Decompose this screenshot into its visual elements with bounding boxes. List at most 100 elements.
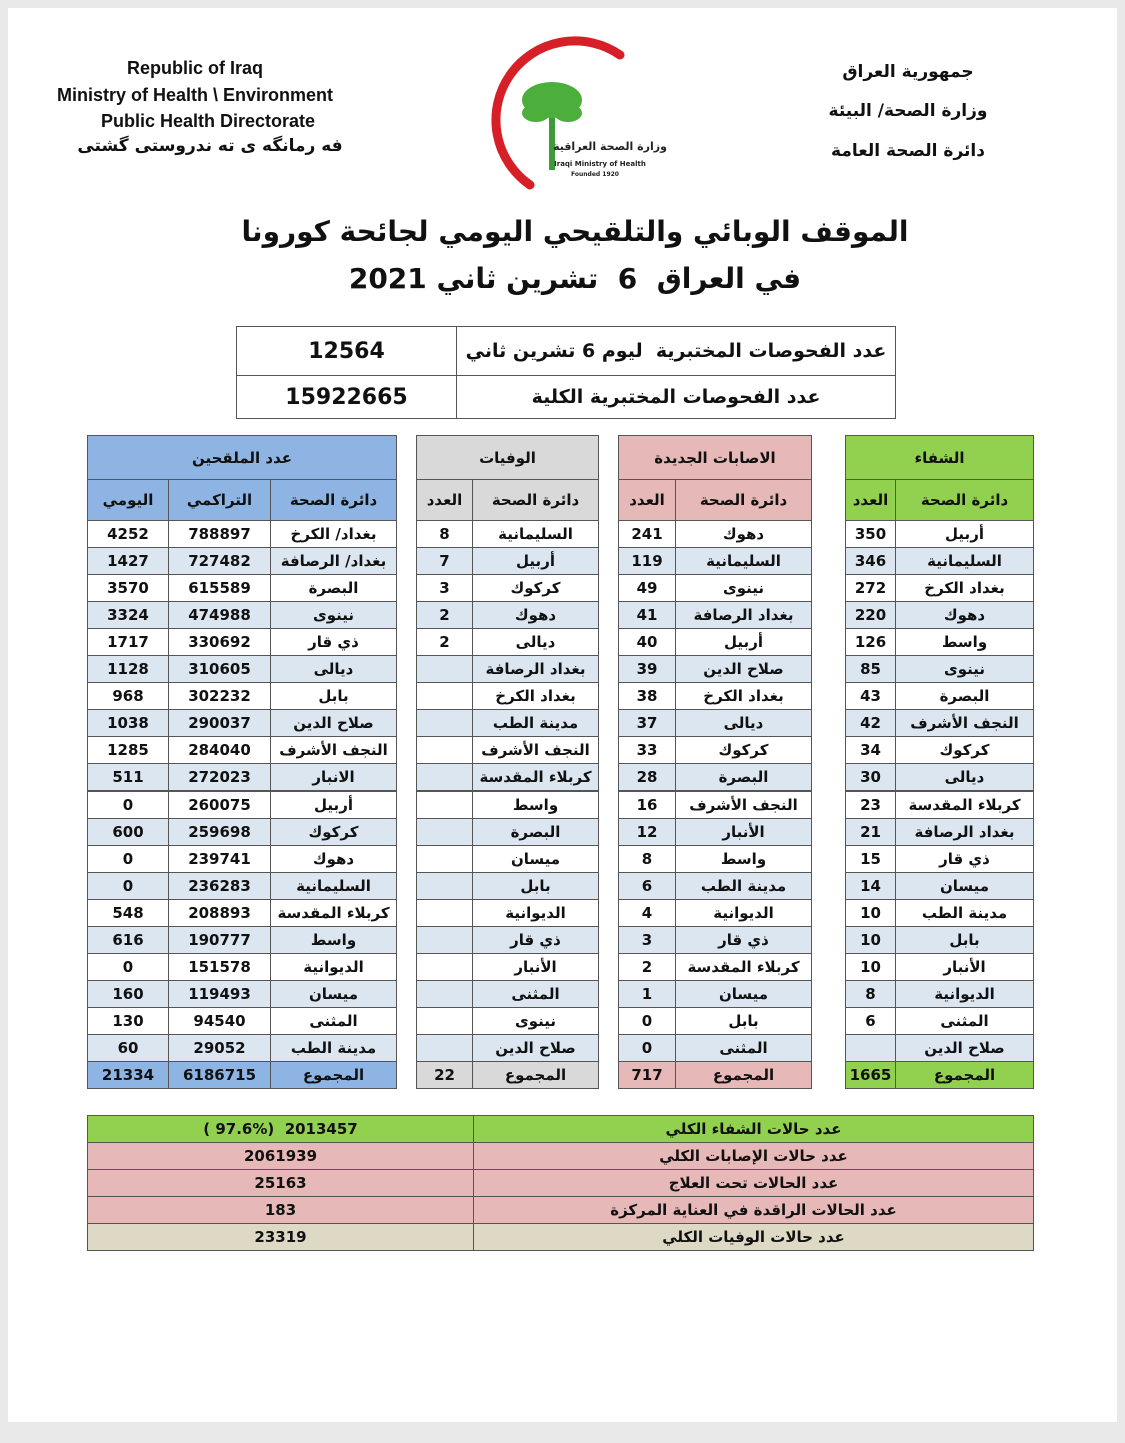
cases-cell: 33 [618,736,676,765]
vaccinated-cell: 119493 [168,979,271,1008]
recovered-cell: 43 [845,682,896,711]
deaths-cell [416,763,473,792]
vaccinated-cell: ميسان [270,979,397,1008]
cases-cell: 3 [618,925,676,954]
header-ar-2: وزارة الصحة/ البيئة [828,101,988,121]
recovered-cell: كربلاء المقدسة [895,790,1034,819]
cases-total: المجموع [675,1061,812,1090]
vaccinated-cell: 259698 [168,817,271,846]
vaccinated-cell: 788897 [168,520,271,549]
summary-label: عدد الحالات تحت العلاج [473,1169,1034,1198]
recovered-total: المجموع [895,1061,1034,1090]
vaccinated-cell: الانبار [270,763,397,792]
cases-cell: 49 [618,574,676,603]
vaccinated-total: 21334 [87,1061,169,1090]
deaths-cell [416,871,473,900]
deaths-header: دائرة الصحة [472,479,599,521]
logo-founded: Founded 1920 [571,171,619,178]
recovered-cell: ديالى [895,763,1034,792]
recovered-cell: 272 [845,574,896,603]
cases-cell: بغداد الكرخ [675,682,812,711]
vaccinated-cell: بغداد/ الكرخ [270,520,397,549]
cases-cell: 37 [618,709,676,738]
cases-cell: ميسان [675,979,812,1008]
deaths-cell: بغداد الكرخ [472,682,599,711]
vaccinated-cell: 0 [87,952,169,981]
recovered-cell: السليمانية [895,547,1034,576]
vaccinated-cell: 4252 [87,520,169,549]
vaccinated-cell: 511 [87,763,169,792]
cases-total: 717 [618,1061,676,1090]
vaccinated-cell: 310605 [168,655,271,684]
summary-value: 2061939 [87,1142,474,1171]
deaths-cell: 8 [416,520,473,549]
summary-value: 25163 [87,1169,474,1198]
vaccinated-cell: 0 [87,790,169,819]
recovered-cell: 21 [845,817,896,846]
header-en-1: Republic of Iraq [126,58,263,78]
cases-cell: 40 [618,628,676,657]
vaccinated-cell: 0 [87,871,169,900]
vaccinated-cell: النجف الأشرف [270,736,397,765]
deaths-cell: واسط [472,790,599,819]
cases-cell: نينوى [675,574,812,603]
cases-header: دائرة الصحة [675,479,812,521]
cases-cell: 119 [618,547,676,576]
recovered-cell: بغداد الكرخ [895,574,1034,603]
cases-cell: ذي قار [675,925,812,954]
title-2: في العراق 6 تشرين ثاني 2021 [348,262,802,295]
vaccinated-cell: بغداد/ الرصافة [270,547,397,576]
cases-cell: 0 [618,1006,676,1035]
cases-cell: 2 [618,952,676,981]
deaths-cell: أربيل [472,547,599,576]
vaccinated-cell: الديوانية [270,952,397,981]
header-en-3: Public Health Directorate [100,111,316,131]
deaths-cell [416,1006,473,1035]
vaccinated-cell: 1128 [87,655,169,684]
recovered-cell: 6 [845,1006,896,1035]
cases-cell: 28 [618,763,676,792]
recovered-cell: الديوانية [895,979,1034,1008]
deaths-cell [416,925,473,954]
recovered-total: 1665 [845,1061,896,1090]
header-ku: فه رمانگه ى ته ندروستى گشتى [77,136,343,156]
deaths-header: العدد [416,479,473,521]
summary-label: عدد حالات الوفيات الكلي [473,1223,1034,1252]
vaccinated-cell: كركوك [270,817,397,846]
vaccinated-cell: 208893 [168,898,271,927]
vaccinated-cell: 284040 [168,736,271,765]
deaths-cell: نينوى [472,1006,599,1035]
header-en-2: Ministry of Health \ Environment [56,85,334,105]
deaths-cell [416,709,473,738]
cases-cell: ديالى [675,709,812,738]
cases-cell: دهوك [675,520,812,549]
deaths-cell: كركوك [472,574,599,603]
cases-cell: 16 [618,790,676,819]
deaths-cell: السليمانية [472,520,599,549]
summary-value: 183 [87,1196,474,1225]
vaccinated-cell: 968 [87,682,169,711]
deaths-cell [416,898,473,927]
deaths-cell [416,817,473,846]
recovered-cell: أربيل [895,520,1034,549]
deaths-cell: صلاح الدين [472,1033,599,1062]
cases-cell: المثنى [675,1033,812,1062]
vaccinated-cell: ديالى [270,655,397,684]
deaths-cell: 3 [416,574,473,603]
deaths-cell: البصرة [472,817,599,846]
cases-cell: بابل [675,1006,812,1035]
summary-value: 23319 [87,1223,474,1252]
recovered-cell: النجف الأشرف [895,709,1034,738]
vaccinated-cell: 302232 [168,682,271,711]
header-ar-1: جمهورية العراق [842,62,974,82]
vaccinated-cell: دهوك [270,844,397,873]
deaths-cell: مدينة الطب [472,709,599,738]
cases-cell: واسط [675,844,812,873]
vaccinated-cell: 130 [87,1006,169,1035]
vaccinated-header: اليومي [87,479,169,521]
title-1: الموقف الوبائي والتلقيحي اليومي لجائحة ك… [241,215,909,248]
deaths-cell [416,844,473,873]
vaccinated-cell: 190777 [168,925,271,954]
recovered-cell: ميسان [895,871,1034,900]
